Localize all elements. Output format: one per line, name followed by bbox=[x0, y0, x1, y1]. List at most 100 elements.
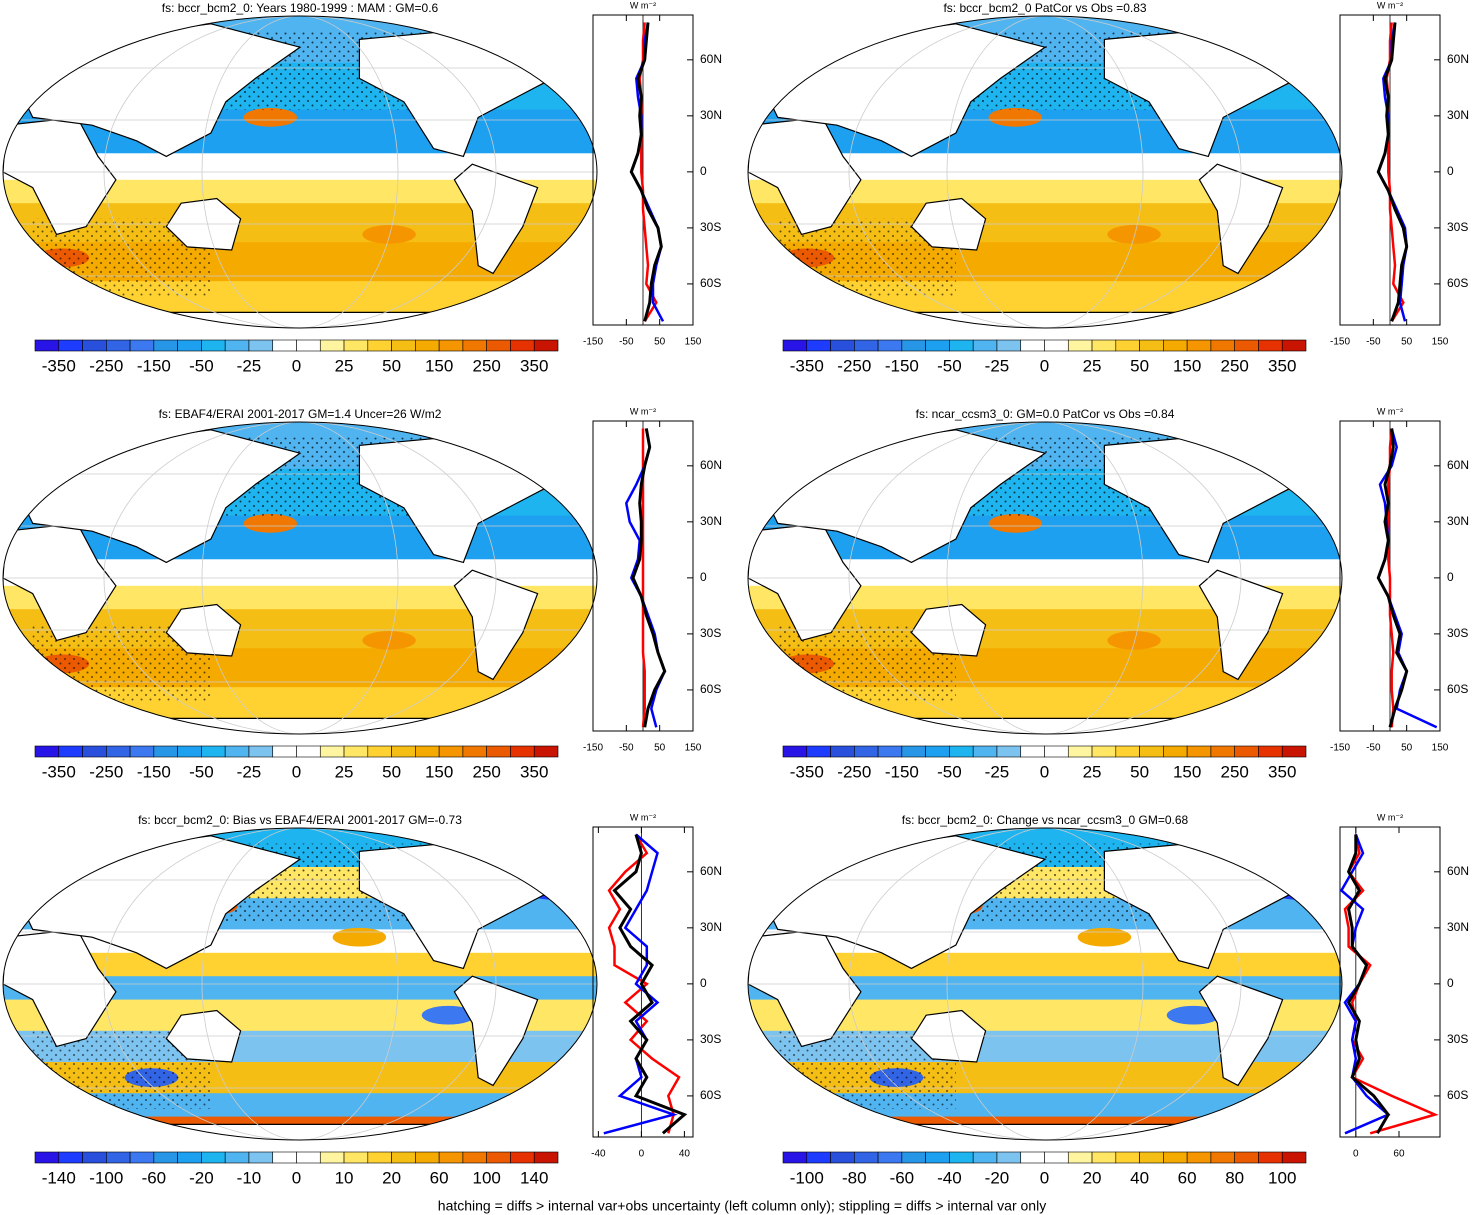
colorbar-box bbox=[1067, 1151, 1093, 1164]
colorbar-box bbox=[1115, 1151, 1140, 1164]
colorbar-label: 25 bbox=[335, 762, 354, 781]
colorbar-label: 0 bbox=[1040, 356, 1049, 375]
y-tick-label: 30S bbox=[700, 1032, 721, 1046]
colorbar-box bbox=[533, 339, 559, 352]
colorbar-box bbox=[153, 1151, 178, 1164]
x-tick-label: -150 bbox=[583, 337, 603, 348]
plot-frame bbox=[592, 826, 694, 1138]
unit-label: W m⁻² bbox=[1377, 812, 1403, 822]
colorbar-box bbox=[806, 339, 831, 352]
y-tick-label: 0 bbox=[700, 976, 707, 990]
colorbar-label: -350 bbox=[790, 762, 824, 781]
plot-frame bbox=[1339, 826, 1441, 1138]
colorbar-box bbox=[1163, 745, 1188, 758]
colorbar-box bbox=[34, 339, 60, 352]
colorbar-box bbox=[224, 339, 250, 352]
x-tick-label: 50 bbox=[654, 337, 666, 348]
colorbar-box bbox=[877, 1151, 903, 1164]
landmass bbox=[836, 717, 1254, 734]
colorbar-box bbox=[248, 745, 274, 758]
colorbar-box bbox=[1020, 339, 1045, 352]
field-band bbox=[3, 1093, 597, 1118]
y-tick-label: 0 bbox=[1447, 164, 1454, 178]
colorbar-label: 80 bbox=[1225, 1168, 1244, 1187]
colorbar-box bbox=[177, 1151, 202, 1164]
field-blob bbox=[243, 514, 298, 533]
colorbar-label: -140 bbox=[42, 1168, 76, 1187]
graticule bbox=[201, 16, 399, 328]
colorbar-box bbox=[854, 745, 879, 758]
colorbar-box bbox=[806, 1151, 831, 1164]
colorbar-box bbox=[949, 1151, 974, 1164]
colorbar-label: 150 bbox=[1173, 762, 1201, 781]
colorbar-label: 150 bbox=[1173, 356, 1201, 375]
colorbar-label: 20 bbox=[382, 1168, 401, 1187]
y-tick-label: 30N bbox=[1447, 514, 1469, 528]
colorbar-box bbox=[58, 745, 83, 758]
colorbar-label: -25 bbox=[985, 356, 1010, 375]
colorbar-box bbox=[1234, 1151, 1259, 1164]
field-blob bbox=[1107, 225, 1161, 244]
colorbar-label: 350 bbox=[520, 762, 548, 781]
colorbar-label: 250 bbox=[472, 762, 500, 781]
map-title: fs: bccr_bcm2_0: Bias vs EBAF4/ERAI 2001… bbox=[138, 813, 462, 827]
y-tick-label: 30N bbox=[700, 920, 722, 934]
colorbar-box bbox=[129, 1151, 155, 1164]
map-title: fs: bccr_bcm2_0 PatCor vs Obs =0.83 bbox=[943, 1, 1146, 15]
colorbar-box bbox=[901, 1151, 926, 1164]
field-band bbox=[748, 1093, 1342, 1118]
colorbar-box bbox=[510, 1151, 535, 1164]
map-field bbox=[748, 16, 1342, 328]
colorbar-box bbox=[177, 339, 202, 352]
colorbar-box bbox=[438, 745, 464, 758]
colorbar-label: -350 bbox=[42, 356, 76, 375]
landmass bbox=[1198, 163, 1284, 275]
graticule bbox=[201, 828, 399, 1140]
y-tick-label: 60N bbox=[700, 864, 722, 878]
colorbar-box bbox=[1091, 1151, 1117, 1164]
colorbar-label: -25 bbox=[985, 762, 1010, 781]
y-tick-label: 60S bbox=[1447, 1088, 1468, 1102]
colorbar-box bbox=[854, 339, 879, 352]
y-tick-label: 60N bbox=[700, 458, 722, 472]
colorbar-box bbox=[782, 339, 808, 352]
colorbar-box bbox=[201, 1151, 226, 1164]
colorbar-box bbox=[1091, 339, 1117, 352]
colorbar-box bbox=[1067, 745, 1093, 758]
colorbar-box bbox=[296, 1151, 321, 1164]
landmass bbox=[3, 928, 117, 1048]
colorbar-box bbox=[177, 745, 202, 758]
colorbar-label: 100 bbox=[1268, 1168, 1296, 1187]
map-outline bbox=[747, 15, 1343, 329]
field-blob bbox=[1107, 631, 1161, 650]
field-band bbox=[3, 281, 597, 314]
colorbar-box bbox=[533, 745, 559, 758]
zonal-line bbox=[603, 833, 678, 1135]
colorbar-box bbox=[486, 339, 511, 352]
colorbar-box bbox=[1281, 339, 1307, 352]
field-blob bbox=[421, 1005, 476, 1025]
x-tick-label: -150 bbox=[1330, 337, 1350, 348]
colorbar-box bbox=[367, 745, 392, 758]
y-tick-label: 60S bbox=[700, 1088, 721, 1102]
graticule bbox=[201, 422, 399, 734]
colorbar-box bbox=[1115, 745, 1140, 758]
zonal-line bbox=[1376, 22, 1409, 322]
x-tick-label: 40 bbox=[679, 1149, 691, 1160]
zonal-line bbox=[1387, 428, 1395, 728]
colorbar-box bbox=[1210, 1151, 1235, 1164]
colorbar-label: 0 bbox=[292, 1168, 301, 1187]
colorbar-box bbox=[1186, 339, 1212, 352]
colorbar-box bbox=[106, 1151, 131, 1164]
colorbar-box bbox=[1044, 745, 1069, 758]
x-tick-label: -50 bbox=[619, 743, 634, 754]
x-tick-label: 0 bbox=[639, 1149, 645, 1160]
colorbar-label: -350 bbox=[790, 356, 824, 375]
colorbar-label: 25 bbox=[335, 356, 354, 375]
colorbar-box bbox=[415, 1151, 440, 1164]
colorbar-box bbox=[391, 1151, 416, 1164]
zonal-line bbox=[1376, 428, 1409, 728]
colorbar-box bbox=[415, 339, 440, 352]
colorbar-label: 100 bbox=[472, 1168, 500, 1187]
colorbar-box bbox=[925, 339, 950, 352]
